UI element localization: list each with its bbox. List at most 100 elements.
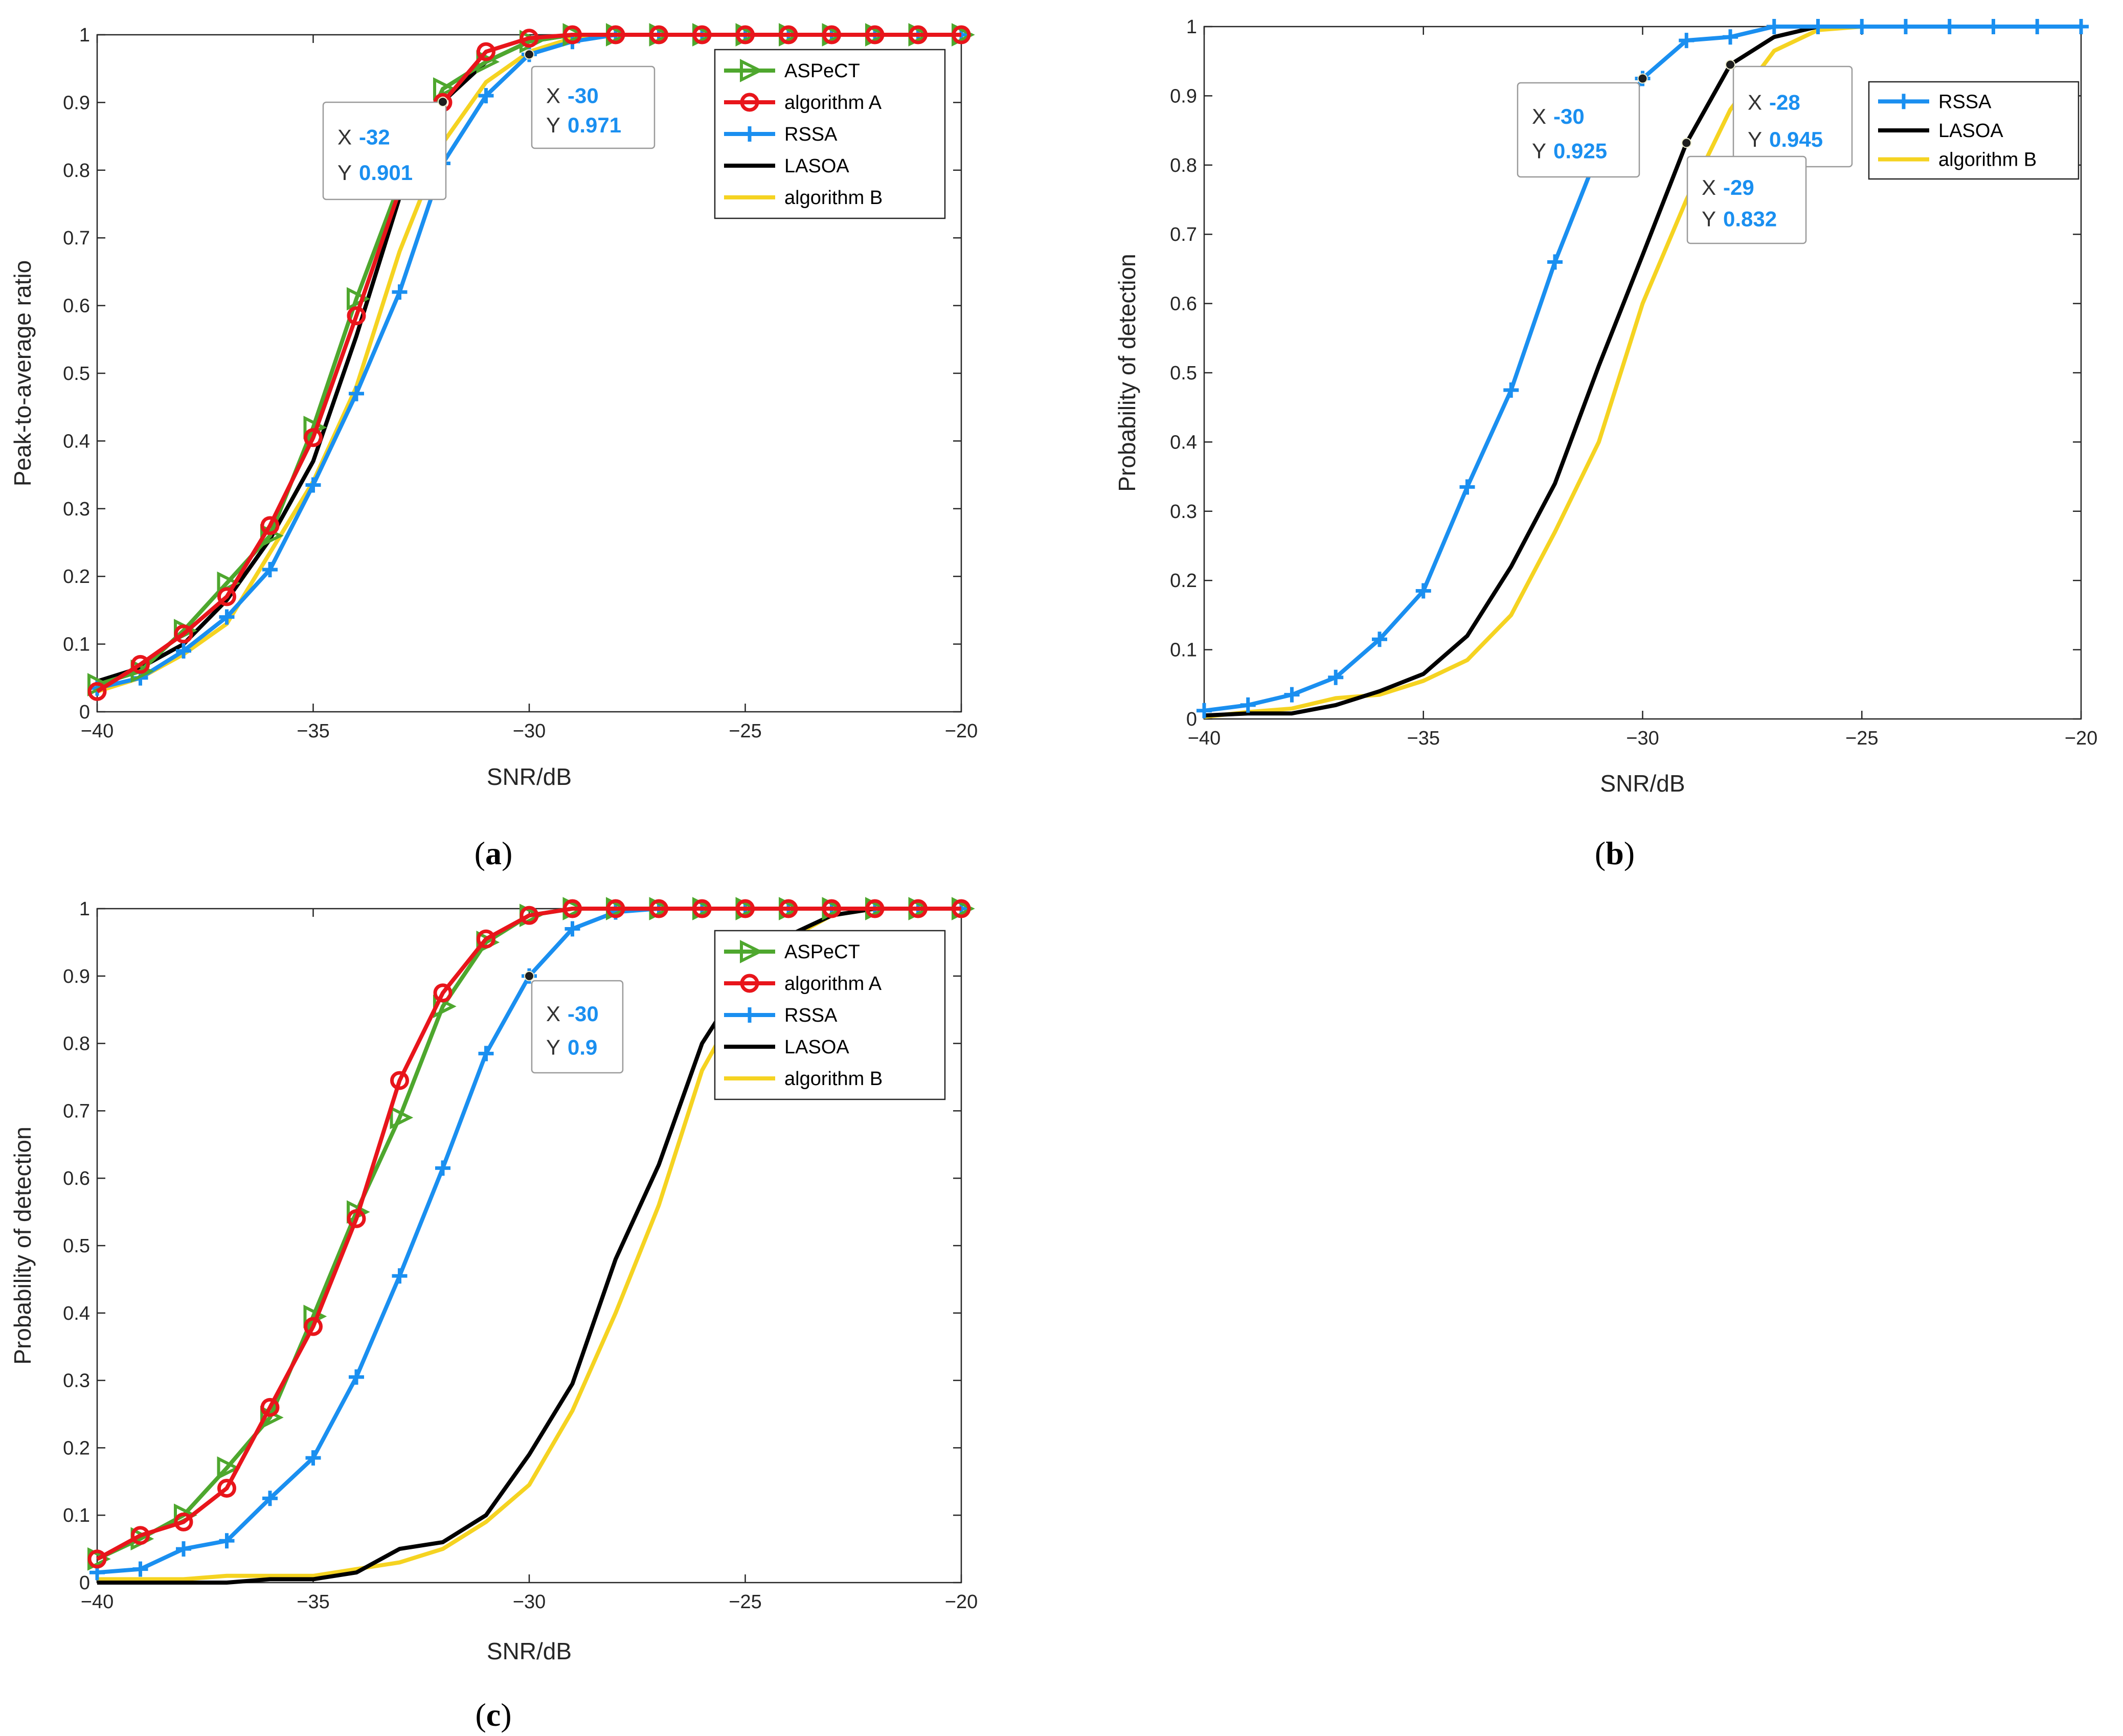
data-point bbox=[1679, 33, 1695, 49]
legend-entry: LASOA bbox=[724, 1036, 849, 1058]
data-point bbox=[217, 1456, 241, 1480]
legend-entry: LASOA bbox=[1878, 120, 2003, 142]
chart-panel-a: −40 −35 −30 −25 −20 0 0.1 0.2 0.3 0.4 0.5 0.6 0.7 0.8… bbox=[9, 23, 978, 871]
datatip-anchor bbox=[524, 971, 534, 981]
datatip-anchor bbox=[1681, 138, 1692, 148]
data-point bbox=[132, 1561, 148, 1577]
data-point bbox=[520, 906, 539, 925]
datatip-box bbox=[1686, 155, 1807, 244]
y-tick-label: 0.6 bbox=[63, 1168, 90, 1189]
legend-entry: algorithm B bbox=[724, 187, 883, 209]
y-tick-label: 0.6 bbox=[63, 296, 90, 317]
data-point bbox=[87, 1549, 107, 1569]
legend: ASPeCT algorithm A RSSA LASOA algorithm B bbox=[714, 49, 946, 219]
datatip-box bbox=[531, 65, 656, 149]
panel-label: (b) bbox=[1595, 835, 1635, 871]
data-point bbox=[262, 561, 278, 577]
x-tick-label: −30 bbox=[1626, 728, 1659, 749]
datatip-y: Y 0.832 bbox=[1702, 207, 1777, 231]
legend-label: ASPeCT bbox=[784, 60, 860, 82]
data-point bbox=[563, 25, 582, 44]
legend-label: algorithm B bbox=[784, 187, 883, 209]
data-point bbox=[435, 1160, 450, 1176]
x-tick-label: −30 bbox=[513, 720, 546, 742]
x-axis-label: SNR/dB bbox=[487, 763, 572, 790]
data-point bbox=[779, 25, 798, 44]
data-point bbox=[649, 25, 668, 44]
x-tick-label: −40 bbox=[81, 1591, 114, 1613]
legend-entry: ASPeCT bbox=[724, 59, 860, 82]
y-tick-label: 0.7 bbox=[63, 228, 90, 249]
data-point bbox=[176, 643, 191, 659]
y-tick-label: 0.9 bbox=[1170, 85, 1197, 107]
data-point bbox=[1810, 19, 1826, 34]
series-line bbox=[97, 907, 961, 1585]
legend-entry: ASPeCT bbox=[724, 940, 860, 963]
data-point bbox=[131, 655, 150, 674]
legend-label: LASOA bbox=[784, 1036, 849, 1058]
y-tick-label: 0.1 bbox=[63, 634, 90, 656]
data-point bbox=[260, 1397, 280, 1417]
panel-label: (c) bbox=[475, 1697, 511, 1733]
legend-label: algorithm B bbox=[1938, 149, 2037, 171]
legend-marker bbox=[740, 93, 759, 112]
legend-label: algorithm B bbox=[784, 1068, 883, 1090]
data-point bbox=[1941, 19, 1957, 34]
datatip: X -30 Y 0.971 bbox=[524, 49, 656, 149]
y-tick-label: 0.2 bbox=[1170, 570, 1197, 592]
data-point bbox=[606, 25, 625, 44]
y-tick-label: 0.4 bbox=[63, 1303, 90, 1324]
data-point bbox=[1766, 19, 1782, 34]
legend-entry: RSSA bbox=[724, 124, 838, 145]
x-tick-label: −20 bbox=[945, 720, 978, 742]
data-point bbox=[736, 899, 755, 918]
series-algorithm-a bbox=[87, 899, 971, 1569]
y-tick-label: 0.4 bbox=[1170, 432, 1197, 453]
x-tick-label: −25 bbox=[729, 720, 761, 742]
chart-panel-b: −40 −35 −30 −25 −20 0 0.1 0.2 0.3 0.4 0.5 0.6 0.7 0.8… bbox=[1114, 16, 2097, 871]
data-point bbox=[1372, 632, 1387, 647]
legend-label: algorithm A bbox=[784, 973, 882, 995]
y-tick-label: 0.9 bbox=[63, 92, 90, 114]
data-point bbox=[304, 428, 323, 447]
datatip-box bbox=[531, 980, 624, 1074]
data-point bbox=[478, 1046, 494, 1062]
datatip-anchor bbox=[1725, 59, 1735, 70]
data-point bbox=[564, 921, 580, 937]
datatip-y: Y 0.901 bbox=[337, 161, 413, 185]
data-point bbox=[305, 1450, 321, 1466]
data-point bbox=[1854, 19, 1870, 34]
legend-marker bbox=[742, 126, 757, 142]
legend-marker bbox=[1896, 94, 1911, 109]
y-tick-label: 0 bbox=[79, 1572, 90, 1594]
data-point bbox=[1415, 583, 1431, 599]
data-point bbox=[822, 899, 841, 918]
y-tick-label: 0.5 bbox=[63, 1235, 90, 1257]
legend-label: LASOA bbox=[784, 155, 849, 177]
data-point bbox=[649, 899, 668, 918]
data-point bbox=[1196, 703, 1212, 718]
legend: ASPeCT algorithm A RSSA LASOA algorithm B bbox=[714, 930, 946, 1100]
data-point bbox=[1328, 669, 1344, 685]
data-point bbox=[1985, 19, 2001, 34]
data-point bbox=[692, 899, 712, 918]
data-point bbox=[606, 899, 625, 918]
data-point bbox=[692, 25, 712, 44]
series-lasoa bbox=[97, 907, 961, 1585]
data-point bbox=[909, 25, 928, 44]
datatip-x: X -30 bbox=[546, 1002, 599, 1026]
y-tick-label: 0 bbox=[79, 702, 90, 723]
legend-entry: algorithm B bbox=[1878, 149, 2037, 171]
y-tick-label: 0.6 bbox=[1170, 294, 1197, 315]
x-tick-label: −35 bbox=[1407, 728, 1440, 749]
datatip-x: X -29 bbox=[1702, 175, 1754, 199]
data-point bbox=[478, 88, 494, 104]
legend-marker bbox=[740, 59, 763, 82]
y-tick-label: 0.8 bbox=[63, 1033, 90, 1055]
y-tick-label: 0.8 bbox=[63, 160, 90, 182]
data-point bbox=[433, 983, 453, 1003]
data-point bbox=[347, 306, 366, 325]
datatip-box bbox=[322, 101, 447, 200]
datatip-x: X -30 bbox=[546, 84, 599, 108]
data-point bbox=[865, 899, 885, 918]
